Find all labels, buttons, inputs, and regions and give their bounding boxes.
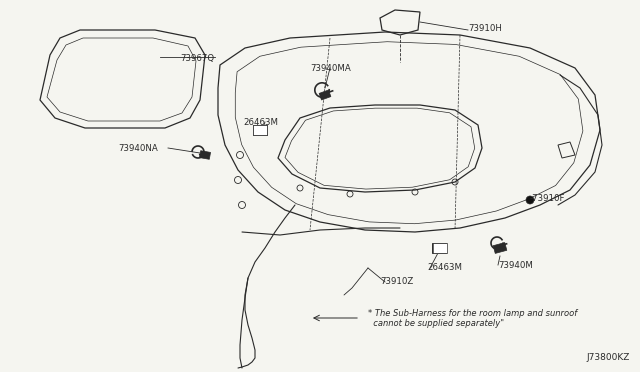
Polygon shape bbox=[253, 125, 267, 135]
Text: -73910F: -73910F bbox=[530, 193, 566, 202]
Text: 73940M: 73940M bbox=[498, 260, 533, 269]
Text: 73940NA: 73940NA bbox=[118, 144, 157, 153]
Polygon shape bbox=[200, 151, 211, 159]
Text: 26463M: 26463M bbox=[427, 263, 462, 273]
Text: 73910Z: 73910Z bbox=[380, 278, 413, 286]
Text: cannot be supplied separately": cannot be supplied separately" bbox=[368, 318, 504, 327]
Text: J73800KZ: J73800KZ bbox=[587, 353, 630, 362]
Circle shape bbox=[526, 196, 534, 204]
Text: * The Sub-Harness for the room lamp and sunroof: * The Sub-Harness for the room lamp and … bbox=[368, 308, 577, 317]
Text: 73910H: 73910H bbox=[468, 23, 502, 32]
Text: 73967Q: 73967Q bbox=[180, 54, 214, 62]
Polygon shape bbox=[319, 90, 331, 100]
Text: 26463M: 26463M bbox=[243, 118, 278, 126]
Polygon shape bbox=[433, 243, 447, 253]
Polygon shape bbox=[493, 243, 507, 253]
Text: 73940MA: 73940MA bbox=[310, 64, 351, 73]
